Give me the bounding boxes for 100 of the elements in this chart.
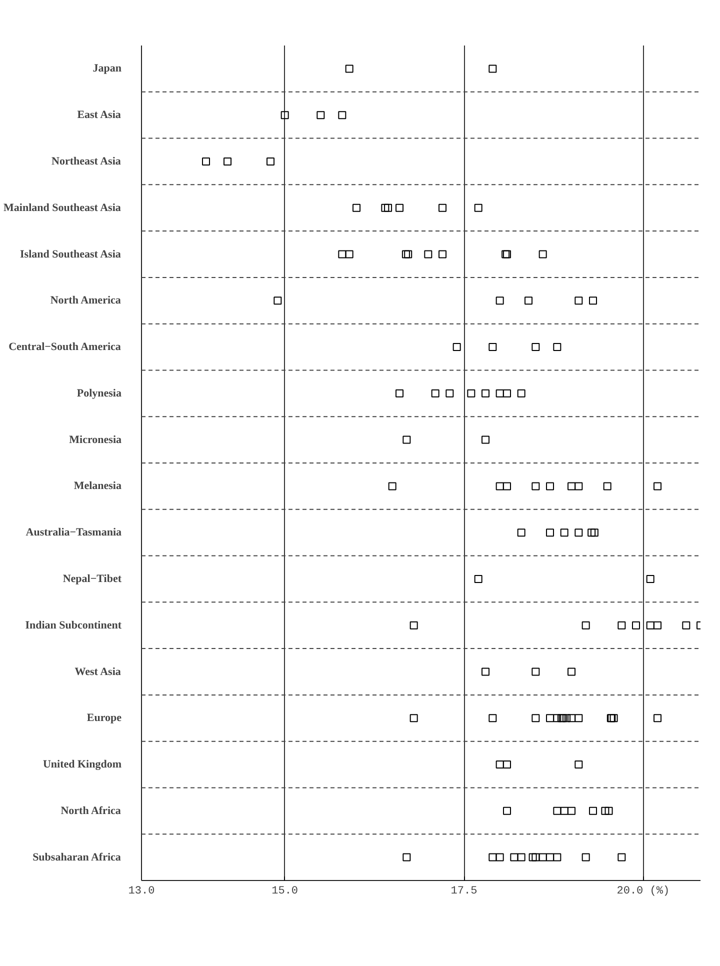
point xyxy=(503,482,511,490)
point xyxy=(338,250,346,258)
point xyxy=(488,853,497,862)
x-tick-label: 13.0 xyxy=(128,886,155,898)
point xyxy=(381,204,390,212)
point xyxy=(474,204,482,212)
point xyxy=(568,806,576,815)
point xyxy=(396,204,404,212)
point xyxy=(446,389,454,398)
point xyxy=(503,389,511,398)
point xyxy=(560,806,568,815)
point xyxy=(496,760,504,769)
point xyxy=(532,343,540,352)
point xyxy=(603,482,612,490)
y-tick-label: Northeast Asia xyxy=(52,155,122,168)
point xyxy=(424,250,432,258)
y-tick-label: West Asia xyxy=(74,666,122,678)
point xyxy=(601,806,610,815)
point xyxy=(503,760,511,769)
point xyxy=(517,528,526,537)
x-tick-label: 15.0 xyxy=(272,886,298,898)
point xyxy=(654,621,662,630)
point xyxy=(452,343,461,352)
point xyxy=(574,482,583,490)
point xyxy=(618,621,626,630)
point xyxy=(345,64,354,73)
point xyxy=(280,111,289,120)
point xyxy=(588,528,596,537)
y-tick-label: North Africa xyxy=(60,804,122,817)
point xyxy=(568,668,576,676)
point xyxy=(438,250,446,258)
point xyxy=(496,296,504,305)
point xyxy=(553,853,562,862)
point xyxy=(388,482,396,490)
y-tick-label: United Kingdom xyxy=(42,758,122,771)
point xyxy=(396,389,404,398)
point xyxy=(553,343,562,352)
point xyxy=(345,250,354,258)
point xyxy=(488,64,497,73)
point xyxy=(682,621,690,630)
x-tick-label: 20.0 (%) xyxy=(616,886,670,898)
y-tick-label: Melanesia xyxy=(74,480,122,492)
point xyxy=(524,296,532,305)
point xyxy=(438,204,446,212)
point xyxy=(590,528,598,537)
point xyxy=(402,853,411,862)
y-tick-label: Europe xyxy=(86,712,122,724)
point xyxy=(538,250,547,258)
x-tick-label: 17.5 xyxy=(450,886,478,898)
point xyxy=(496,853,504,862)
y-tick-label: North America xyxy=(50,294,122,307)
point xyxy=(589,296,597,305)
point xyxy=(467,389,476,398)
point xyxy=(482,389,490,398)
point xyxy=(546,714,554,722)
y-tick-label: Mainland Southeast Asia xyxy=(4,202,122,214)
point xyxy=(474,574,482,583)
point xyxy=(562,714,570,722)
point xyxy=(496,482,504,490)
y-tick-label: Australia−Tasmania xyxy=(26,526,122,539)
point xyxy=(338,111,346,120)
point xyxy=(610,714,618,722)
point xyxy=(553,806,562,815)
y-tick-label: Subsaharan Africa xyxy=(32,851,122,864)
point xyxy=(431,389,440,398)
point xyxy=(574,714,583,722)
point xyxy=(646,621,654,630)
point xyxy=(532,714,540,722)
point xyxy=(654,714,662,722)
point xyxy=(410,621,418,630)
y-tick-label: Central−South America xyxy=(8,341,122,354)
point xyxy=(574,760,583,769)
point xyxy=(589,806,597,815)
point xyxy=(632,621,640,630)
y-tick-label: East Asia xyxy=(77,109,122,122)
point xyxy=(560,528,568,537)
point xyxy=(384,204,392,212)
point xyxy=(568,482,576,490)
point xyxy=(266,157,274,166)
point xyxy=(574,528,583,537)
point xyxy=(538,853,547,862)
point xyxy=(488,343,497,352)
point xyxy=(553,714,562,722)
point xyxy=(654,482,662,490)
point xyxy=(488,714,497,722)
point xyxy=(582,853,590,862)
point xyxy=(582,621,590,630)
point xyxy=(546,853,554,862)
point xyxy=(568,714,576,722)
point xyxy=(202,157,210,166)
point xyxy=(402,250,410,258)
y-tick-label: Japan xyxy=(92,62,122,75)
point xyxy=(482,668,490,676)
y-tick-label: Indian Subcontinent xyxy=(25,619,122,632)
point xyxy=(646,574,654,583)
point xyxy=(404,250,412,258)
point xyxy=(496,389,504,398)
point xyxy=(532,482,540,490)
point xyxy=(503,806,511,815)
point xyxy=(532,668,540,676)
